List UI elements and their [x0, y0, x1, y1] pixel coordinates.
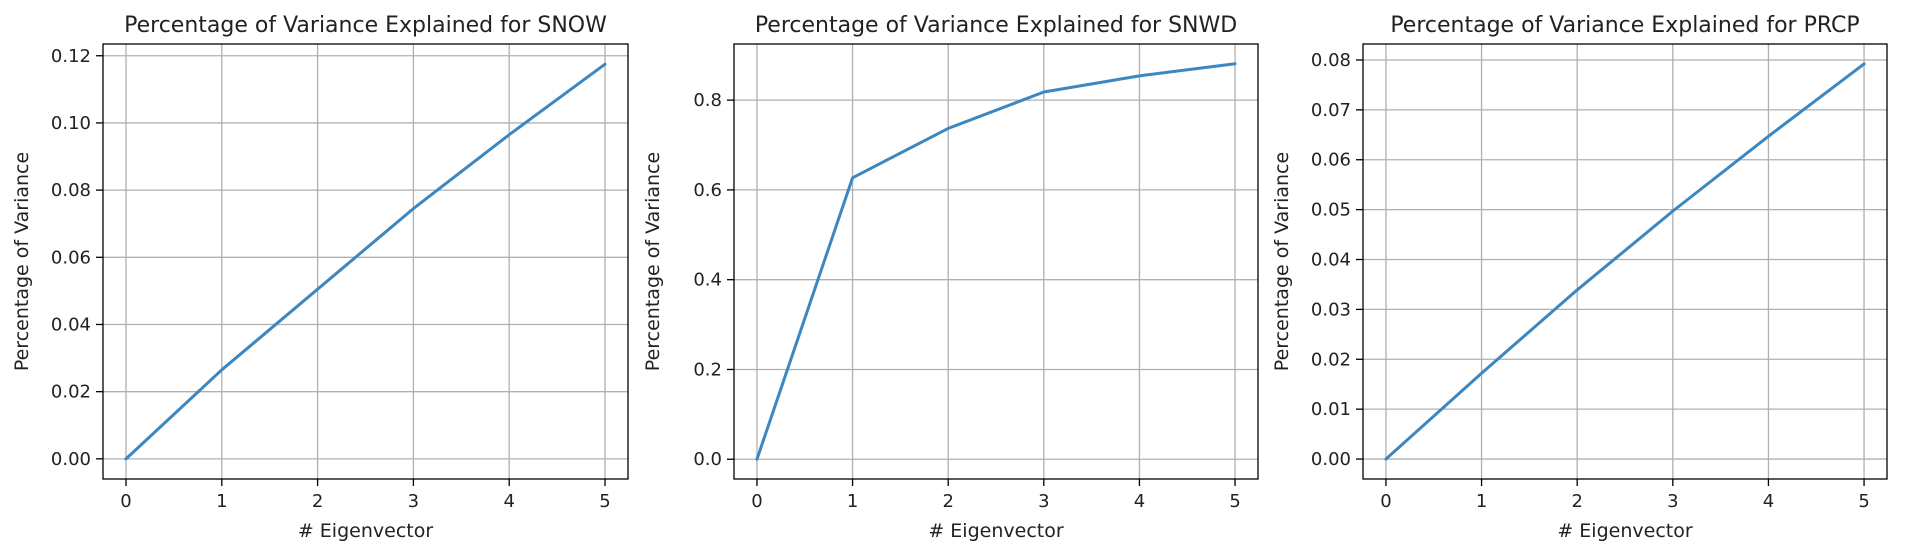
y-tick-label: 0.07	[1311, 100, 1351, 121]
y-tick-label: 0.4	[693, 270, 722, 291]
plot-area: 0 1 2 3 4 5 0.0 0.2 0.4 0.6 0.8	[693, 43, 1259, 512]
y-tick-label: 0.0	[693, 449, 722, 470]
y-tick-label: 0.8	[693, 90, 722, 111]
y-tick-label: 0.06	[1311, 150, 1351, 171]
x-tick-label: 2	[942, 491, 953, 512]
x-tick-label: 0	[1380, 491, 1391, 512]
x-tick-label: 1	[216, 491, 227, 512]
x-tick-label: 2	[312, 491, 323, 512]
x-tick-label: 5	[599, 491, 610, 512]
chart-prcp: Percentage of Variance Explained for PRC…	[1271, 13, 1888, 542]
x-tick-label: 4	[1763, 491, 1774, 512]
chart-snwd: Percentage of Variance Explained for SNW…	[642, 13, 1259, 542]
axes-frame	[102, 43, 629, 480]
y-tick-label: 0.04	[51, 314, 91, 335]
chart-title: Percentage of Variance Explained for SNO…	[124, 13, 607, 38]
chart-snow: Percentage of Variance Explained for SNO…	[11, 13, 629, 542]
y-tick-label: 0.10	[51, 113, 91, 134]
x-tick-label: 3	[1038, 491, 1049, 512]
x-tick-label: 3	[408, 491, 419, 512]
y-tick-label: 0.2	[693, 359, 722, 380]
axes-frame	[733, 43, 1259, 480]
y-tick-label: 0.08	[1311, 50, 1351, 71]
plot-area: 0 1 2 3 4 5 0.00 0.01 0.02 0.03 0.04 0.05 0.06 0.07 0.…	[1311, 43, 1888, 512]
x-axis-label: # Eigenvector	[928, 520, 1063, 542]
x-tick-label: 3	[1667, 491, 1678, 512]
x-tick-label: 1	[847, 491, 858, 512]
x-axis-label: # Eigenvector	[298, 520, 433, 542]
series-line	[1384, 62, 1866, 461]
x-tick-label: 4	[503, 491, 514, 512]
y-tick-label: 0.00	[51, 449, 91, 470]
y-axis-label: Percentage of Variance	[11, 152, 33, 371]
y-tick-label: 0.01	[1311, 399, 1351, 420]
y-axis-label: Percentage of Variance	[642, 152, 664, 371]
y-tick-label: 0.04	[1311, 250, 1351, 271]
y-tick-label: 0.6	[693, 180, 722, 201]
y-tick-label: 0.08	[51, 180, 91, 201]
y-tick-label: 0.03	[1311, 299, 1351, 320]
y-tick-label: 0.02	[51, 382, 91, 403]
y-tick-label: 0.05	[1311, 200, 1351, 221]
y-axis-label: Percentage of Variance	[1271, 152, 1293, 371]
y-tick-label: 0.00	[1311, 449, 1351, 470]
x-tick-label: 0	[751, 491, 762, 512]
x-axis-label: # Eigenvector	[1557, 520, 1692, 542]
x-tick-label: 2	[1571, 491, 1582, 512]
axes-frame	[1362, 43, 1888, 480]
x-tick-label: 5	[1858, 491, 1869, 512]
chart-title: Percentage of Variance Explained for SNW…	[755, 13, 1237, 38]
x-tick-label: 5	[1229, 491, 1240, 512]
chart-title: Percentage of Variance Explained for PRC…	[1390, 13, 1859, 38]
x-tick-label: 4	[1134, 491, 1145, 512]
y-tick-label: 0.12	[51, 46, 91, 67]
y-tick-label: 0.06	[51, 247, 91, 268]
series-line	[755, 62, 1237, 461]
y-tick-label: 0.02	[1311, 349, 1351, 370]
x-tick-label: 0	[120, 491, 131, 512]
series-line	[124, 62, 607, 461]
x-tick-label: 1	[1476, 491, 1487, 512]
plot-area: 0 1 2 3 4 5 0.00 0.02 0.04 0.06 0.08 0.10 0.12	[51, 43, 629, 512]
